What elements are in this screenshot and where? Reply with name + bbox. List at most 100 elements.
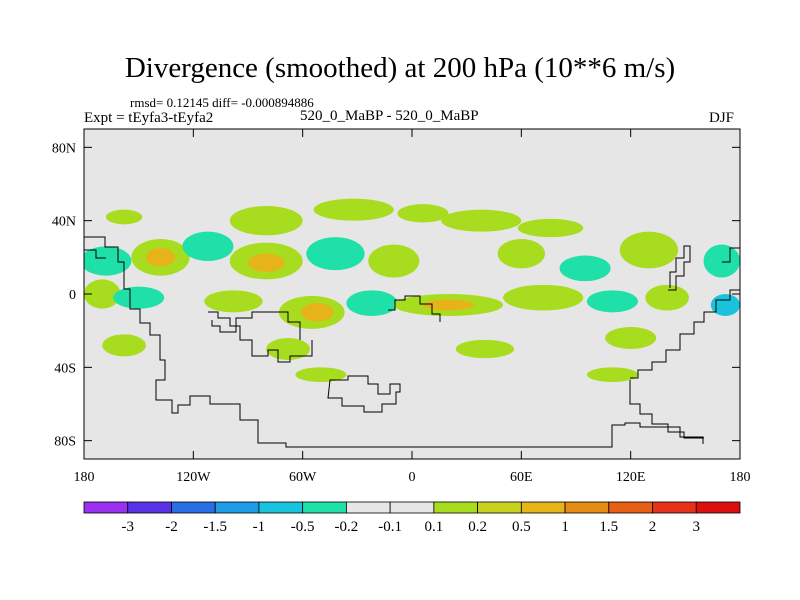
y-tick-label-1: 40N (52, 215, 76, 230)
coastline-north (84, 249, 106, 259)
colorbar-swatch-9 (477, 501, 522, 514)
colorbar-label-13: 3 (693, 519, 701, 535)
x-tick-label-2: 60W (289, 470, 317, 485)
field-blob-28 (422, 299, 474, 311)
x-tick-label-4: 60E (510, 470, 533, 485)
field-contours (84, 198, 740, 397)
colorbar-swatch-10 (520, 501, 566, 514)
colorbar: -3 -2 -1.5 -1 -0.5 -0.2 -0.1 0.1 0.2 0.5 1 1.5 2 3 (83, 501, 741, 535)
field-blob-25 (300, 303, 334, 322)
coastline-south-america (211, 311, 301, 340)
field-blob-16 (437, 242, 496, 272)
colorbar-label-9: 0.5 (512, 519, 531, 535)
x-tick-label-3: 0 (409, 470, 416, 485)
field-blob-1 (186, 206, 230, 228)
experiment-label: Expt = tEyfa3-tEyfa2 (84, 110, 214, 126)
chart-title: Divergence (smoothed) at 200 hPa (10**6 … (124, 52, 676, 84)
case-label: 520_0_MaBP - 520_0_MaBP (300, 108, 479, 124)
colorbar-label-6: -0.1 (378, 519, 402, 535)
field-blob-29 (503, 284, 584, 311)
colorbar-label-2: -1.5 (203, 519, 227, 535)
field-blob-23 (204, 290, 263, 313)
colorbar-label-7: 0.1 (424, 519, 443, 535)
field-blob-20 (703, 244, 740, 278)
colorbar-label-5: -0.2 (335, 519, 359, 535)
y-axis: 80N 40N 0 40S 80S (52, 141, 740, 450)
colorbar-label-3: -1 (253, 519, 266, 535)
colorbar-swatch-11 (564, 501, 610, 514)
field-background (84, 129, 740, 459)
field-blob-22 (113, 286, 165, 309)
colorbar-label-1: -2 (165, 519, 178, 535)
y-tick-label-4: 80S (54, 435, 76, 450)
field-blob-3 (313, 198, 394, 221)
colorbar-label-4: -0.5 (291, 519, 315, 535)
colorbar-label-12: 2 (649, 519, 657, 535)
field-blob-43 (120, 382, 165, 397)
field-blob-11 (182, 231, 234, 261)
field-blob-7 (608, 206, 671, 225)
season-label: DJF (709, 110, 735, 126)
coastline-america (84, 236, 704, 448)
field-blob-17 (497, 239, 546, 269)
field-blob-14 (306, 237, 365, 271)
colorbar-swatch-1 (127, 501, 172, 514)
field-blob-30 (586, 290, 638, 313)
colorbar-swatch-0 (83, 501, 129, 514)
field-blob-41 (419, 374, 478, 390)
coastline-island (327, 375, 401, 413)
colorbar-label-10: 1 (561, 519, 569, 535)
x-tick-label-1: 120W (176, 470, 211, 485)
colorbar-label-11: 1.5 (599, 519, 618, 535)
colorbar-swatch-12 (608, 501, 653, 514)
field-blob-21 (84, 279, 121, 309)
y-tick-label-3: 40S (54, 361, 76, 376)
colorbar-label-0: -3 (121, 519, 134, 535)
y-tick-label-2: 0 (69, 288, 76, 303)
field-blob-40 (295, 367, 347, 382)
colorbar-swatch-6 (345, 501, 391, 514)
field-blob-6 (517, 218, 584, 238)
field-blob-34 (184, 339, 221, 359)
field-blob-37 (455, 339, 515, 359)
field-blob-19 (619, 231, 679, 269)
stats-line: rmsd= 0.12145 diff= -0.000894886 (130, 95, 314, 110)
coastline-pacific-edge (722, 247, 740, 263)
colorbar-swatch-5 (302, 501, 347, 514)
field-blob-36 (339, 343, 383, 362)
x-axis: 180 120W 60W 0 60E 120E 180 (74, 129, 751, 485)
colorbar-swatch-8 (433, 501, 479, 514)
colorbar-swatch-7 (389, 501, 435, 514)
colorbar-label-8: 0.2 (468, 519, 487, 535)
x-tick-label-6: 180 (730, 470, 751, 485)
y-tick-label-0: 80N (52, 141, 76, 156)
field-blob-15 (368, 244, 420, 278)
coastline-asia (630, 289, 740, 379)
x-tick-label-5: 120E (616, 470, 646, 485)
colorbar-swatch-3 (214, 501, 260, 514)
coastline-africa (388, 295, 441, 322)
field-blob-39 (687, 330, 739, 353)
field-blob-0 (105, 209, 143, 225)
field-blob-38 (605, 327, 657, 349)
colorbar-swatch-2 (171, 501, 216, 514)
colorbar-swatch-14 (695, 501, 741, 514)
coastline-australia (629, 380, 704, 439)
coastline-japan (668, 245, 691, 291)
x-tick-label-0: 180 (74, 470, 95, 485)
plot-area (83, 128, 741, 460)
field-blob-33 (102, 334, 146, 357)
field-blob-31 (645, 284, 689, 311)
field-blob-32 (710, 294, 740, 316)
field-blob-18 (559, 255, 611, 282)
field-blob-26 (346, 290, 398, 316)
field-blob-42 (586, 367, 638, 382)
coastlines (84, 236, 740, 448)
colorbar-swatch-4 (258, 501, 304, 514)
field-blob-35 (266, 338, 310, 360)
field-blob-5 (441, 209, 522, 232)
coastline-central-america (208, 311, 313, 363)
colorbar-swatch-13 (652, 501, 697, 514)
field-blob-4 (397, 204, 449, 223)
